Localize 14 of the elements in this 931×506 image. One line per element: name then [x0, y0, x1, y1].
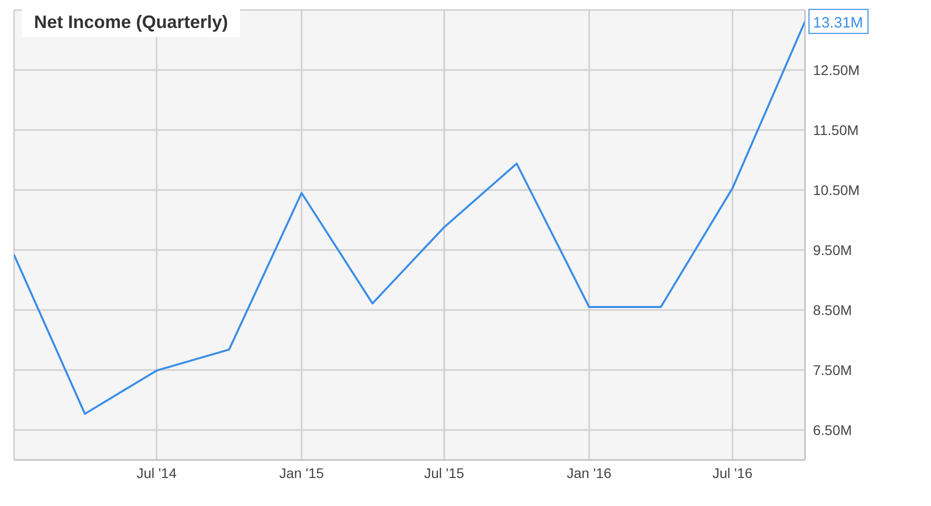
x-tick-label: Jan '15 — [279, 464, 324, 481]
y-tick-label: 6.50M — [813, 422, 852, 438]
y-tick-label: 12.50M — [813, 62, 860, 78]
y-tick-label: 9.50M — [813, 242, 852, 258]
y-tick-label: 10.50M — [813, 182, 860, 198]
y-tick-label: 8.50M — [813, 302, 852, 318]
y-tick-label: 11.50M — [813, 122, 859, 138]
x-tick-label: Jul '14 — [136, 464, 177, 481]
chart-title: Net Income (Quarterly) — [22, 8, 240, 37]
y-tick-label: 7.50M — [813, 362, 852, 378]
x-tick-label: Jul '15 — [424, 464, 464, 481]
x-tick-label: Jan '16 — [566, 464, 612, 481]
data-label: 13.31M — [813, 14, 864, 32]
x-tick-label: Jul '16 — [712, 464, 753, 481]
